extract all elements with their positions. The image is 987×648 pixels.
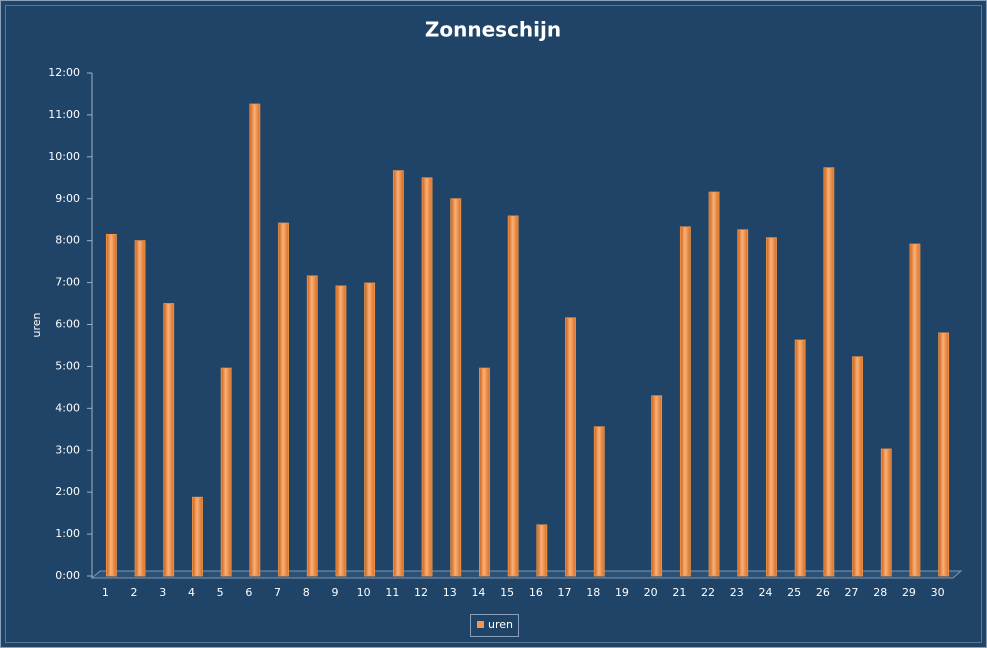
- x-tick-label: 2: [131, 586, 138, 599]
- x-tick-label: 7: [274, 586, 281, 599]
- bar: [737, 229, 749, 577]
- bar: [335, 285, 347, 577]
- chart-title: Zonneschijn: [425, 18, 561, 42]
- bar: [852, 356, 863, 577]
- bar: [651, 395, 663, 577]
- bar: [679, 226, 691, 577]
- x-tick-label: 27: [845, 586, 859, 599]
- bar: [507, 215, 519, 577]
- x-tick-label: 19: [615, 586, 629, 599]
- x-tick-label: 8: [303, 586, 310, 599]
- legend-frame: [470, 614, 519, 637]
- x-tick-label: 20: [644, 586, 658, 599]
- bar: [536, 524, 548, 577]
- legend-swatch: [477, 621, 484, 628]
- bar: [593, 426, 605, 577]
- x-tick-label: 15: [500, 586, 514, 599]
- x-tick-label: 22: [701, 586, 715, 599]
- bar: [249, 103, 261, 577]
- bar: [565, 317, 576, 577]
- bar: [220, 367, 232, 577]
- bar: [823, 167, 835, 577]
- x-tick-label: 10: [357, 586, 371, 599]
- y-tick-label: 10:00: [48, 150, 80, 163]
- y-axis-label: uren: [30, 312, 43, 337]
- x-tick-label: 14: [471, 586, 485, 599]
- bar: [450, 198, 462, 577]
- bar: [708, 191, 720, 577]
- x-tick-label: 3: [159, 586, 166, 599]
- y-tick-label: 2:00: [55, 485, 80, 498]
- y-tick-label: 1:00: [55, 527, 80, 540]
- x-tick-label: 28: [873, 586, 887, 599]
- y-tick-label: 3:00: [55, 443, 80, 456]
- legend-label: uren: [488, 618, 513, 631]
- bar: [479, 367, 490, 577]
- y-tick-label: 12:00: [48, 66, 80, 79]
- y-tick-label: 4:00: [55, 401, 80, 414]
- x-tick-label: 26: [816, 586, 830, 599]
- legend: uren: [470, 614, 519, 637]
- x-tick-label: 6: [245, 586, 252, 599]
- x-tick-label: 4: [188, 586, 195, 599]
- bar: [134, 240, 146, 577]
- x-tick-label: 9: [331, 586, 338, 599]
- bar: [766, 237, 777, 577]
- x-tick-label: 11: [385, 586, 399, 599]
- x-tick-label: 23: [730, 586, 744, 599]
- bar: [192, 496, 203, 577]
- bar: [880, 448, 892, 577]
- bar: [163, 303, 175, 577]
- bar: [421, 177, 433, 577]
- x-tick-label: 17: [558, 586, 572, 599]
- bar: [909, 243, 921, 577]
- x-tick-label: 13: [443, 586, 457, 599]
- x-tick-label: 21: [672, 586, 686, 599]
- y-tick-label: 7:00: [55, 276, 80, 289]
- bar: [278, 222, 289, 577]
- x-tick-label: 16: [529, 586, 543, 599]
- y-tick-label: 5:00: [55, 359, 80, 372]
- x-tick-label: 1: [102, 586, 109, 599]
- bar: [794, 339, 806, 577]
- x-tick-label: 12: [414, 586, 428, 599]
- y-tick-label: 0:00: [55, 569, 80, 582]
- y-tick-label: 11:00: [48, 108, 80, 121]
- bar: [364, 282, 376, 577]
- x-tick-label: 5: [217, 586, 224, 599]
- bar: [392, 170, 404, 577]
- x-tick-label: 18: [586, 586, 600, 599]
- bar: [105, 233, 117, 577]
- x-tick-label: 24: [758, 586, 772, 599]
- y-tick-label: 6:00: [55, 318, 80, 331]
- y-tick-label: 8:00: [55, 234, 80, 247]
- x-tick-label: 25: [787, 586, 801, 599]
- x-tick-label: 30: [931, 586, 945, 599]
- bar: [938, 332, 950, 577]
- bar: [306, 275, 318, 577]
- chart-frame: [5, 5, 982, 643]
- x-tick-label: 29: [902, 586, 916, 599]
- y-tick-label: 9:00: [55, 192, 80, 205]
